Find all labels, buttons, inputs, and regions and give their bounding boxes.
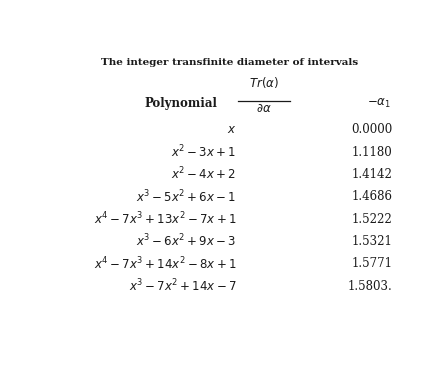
Text: $x^3 - 5x^2 + 6x - 1$: $x^3 - 5x^2 + 6x - 1$ [137,188,237,205]
Text: 1.4686: 1.4686 [352,190,393,203]
Text: $\partial\alpha$: $\partial\alpha$ [257,102,272,115]
Text: 1.1180: 1.1180 [352,146,393,159]
Text: The integer transfinite diameter of intervals: The integer transfinite diameter of inte… [101,58,358,66]
Text: Polynomial: Polynomial [145,97,217,110]
Text: 1.5803.: 1.5803. [348,280,393,293]
Text: 1.4142: 1.4142 [352,168,393,181]
Text: $x^4 - 7x^3 + 13x^2 - 7x + 1$: $x^4 - 7x^3 + 13x^2 - 7x + 1$ [94,211,237,227]
Text: 1.5321: 1.5321 [352,235,393,248]
Text: $x^2 - 4x + 2$: $x^2 - 4x + 2$ [172,166,237,183]
Text: 1.5771: 1.5771 [352,257,393,270]
Text: $x^3 - 7x^2 + 14x - 7$: $x^3 - 7x^2 + 14x - 7$ [129,278,237,295]
Text: $Tr(\alpha)$: $Tr(\alpha)$ [250,75,279,90]
Text: $-\alpha_1$: $-\alpha_1$ [367,97,391,110]
Text: $x^3 - 6x^2 + 9x - 3$: $x^3 - 6x^2 + 9x - 3$ [136,233,237,250]
Text: $x^2 - 3x + 1$: $x^2 - 3x + 1$ [172,144,237,160]
Text: 1.5222: 1.5222 [352,213,393,226]
Text: $x$: $x$ [227,123,237,136]
Text: 0.0000: 0.0000 [352,123,393,136]
Text: $x^4 - 7x^3 + 14x^2 - 8x + 1$: $x^4 - 7x^3 + 14x^2 - 8x + 1$ [94,256,237,272]
